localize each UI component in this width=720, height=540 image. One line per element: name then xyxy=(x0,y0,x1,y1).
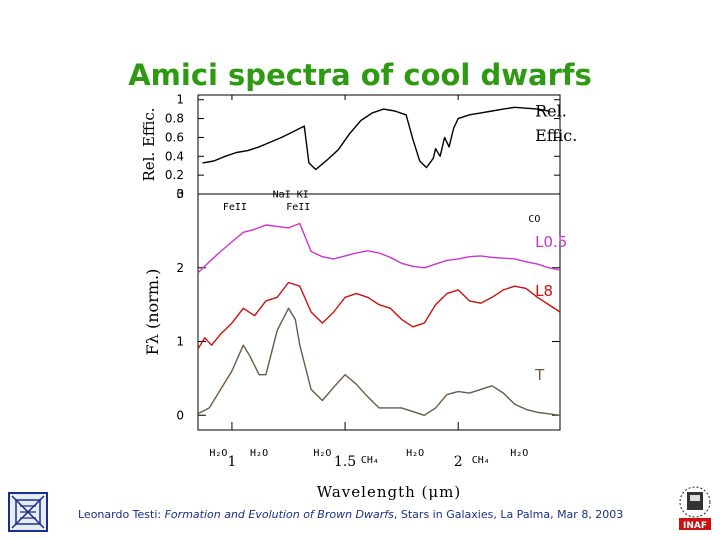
x-tick-label: 2 xyxy=(454,454,463,470)
annotation-label: L0.5 xyxy=(535,233,567,251)
series-line-rel-effic xyxy=(202,106,549,171)
slide-title: Amici spectra of cool dwarfs xyxy=(128,58,592,92)
annotation-label: Effic. xyxy=(535,126,577,145)
annotation-label: H₂O xyxy=(313,448,331,459)
top-y-tick-label: 0.2 xyxy=(165,168,184,182)
spectra-chart: 0 0.2 0.4 0.6 0.8 1 0 1 2 3 1 1.5 2 Rel. Effic. Fλ (no… xyxy=(140,93,577,501)
annotation-label: T xyxy=(534,366,545,384)
annotation-label: CH₄ xyxy=(361,455,379,466)
top-y-axis-label: Rel. Effic. xyxy=(140,107,158,181)
annotation-label: L8 xyxy=(535,282,553,300)
top-y-tick-label: 0.8 xyxy=(165,112,184,126)
annotation-label: H₂O xyxy=(209,448,227,459)
footer-separator: : xyxy=(157,508,165,521)
top-y-tick-label: 1 xyxy=(176,93,184,107)
x-tick-label: 1.5 xyxy=(334,454,356,470)
top-y-tick-label: 0.4 xyxy=(165,149,184,163)
x-axis-label: Wavelength (μm) xyxy=(317,483,461,501)
inaf-logo-text: INAF xyxy=(683,521,707,531)
annotation-label: FeII xyxy=(223,202,247,213)
footer-venue: , Stars in Galaxies, La Palma, Mar 8, 20… xyxy=(393,508,624,521)
annotation-label: CH₄ xyxy=(472,455,490,466)
top-y-tick-label: 0.6 xyxy=(165,130,184,144)
x-tick-label: 1 xyxy=(227,454,236,470)
series-line-l8 xyxy=(197,281,561,350)
footer-talk-title: Formation and Evolution of Brown Dwarfs xyxy=(164,508,394,521)
bottom-y-tick-label: 1 xyxy=(176,335,184,349)
footer-author: Leonardo Testi xyxy=(78,508,158,521)
series-line-l0-5 xyxy=(197,222,561,274)
top-panel-frame xyxy=(197,94,561,195)
annotation-label: CO xyxy=(528,214,540,225)
annotation-label: H₂O xyxy=(510,448,528,459)
bottom-y-tick-label: 0 xyxy=(176,408,184,422)
annotation-label: H₂O xyxy=(406,448,424,459)
footer-citation: Leonardo Testi: Formation and Evolution … xyxy=(78,508,678,521)
bottom-y-tick-label: 3 xyxy=(176,187,184,201)
annotation-label: FeII xyxy=(286,202,310,213)
annotation-label: NaI KI xyxy=(273,190,309,201)
bottom-y-tick-label: 2 xyxy=(176,261,184,275)
top-y-tick-label: 0 xyxy=(176,187,184,201)
annotation-label: H₂O xyxy=(250,448,268,459)
bottom-y-axis-label: Fλ (norm.) xyxy=(143,269,162,356)
series-line-t xyxy=(197,307,561,416)
arcetri-logo-icon xyxy=(8,492,48,532)
inaf-logo-icon: INAF xyxy=(679,486,711,531)
annotation-label: Rel. xyxy=(535,102,567,121)
